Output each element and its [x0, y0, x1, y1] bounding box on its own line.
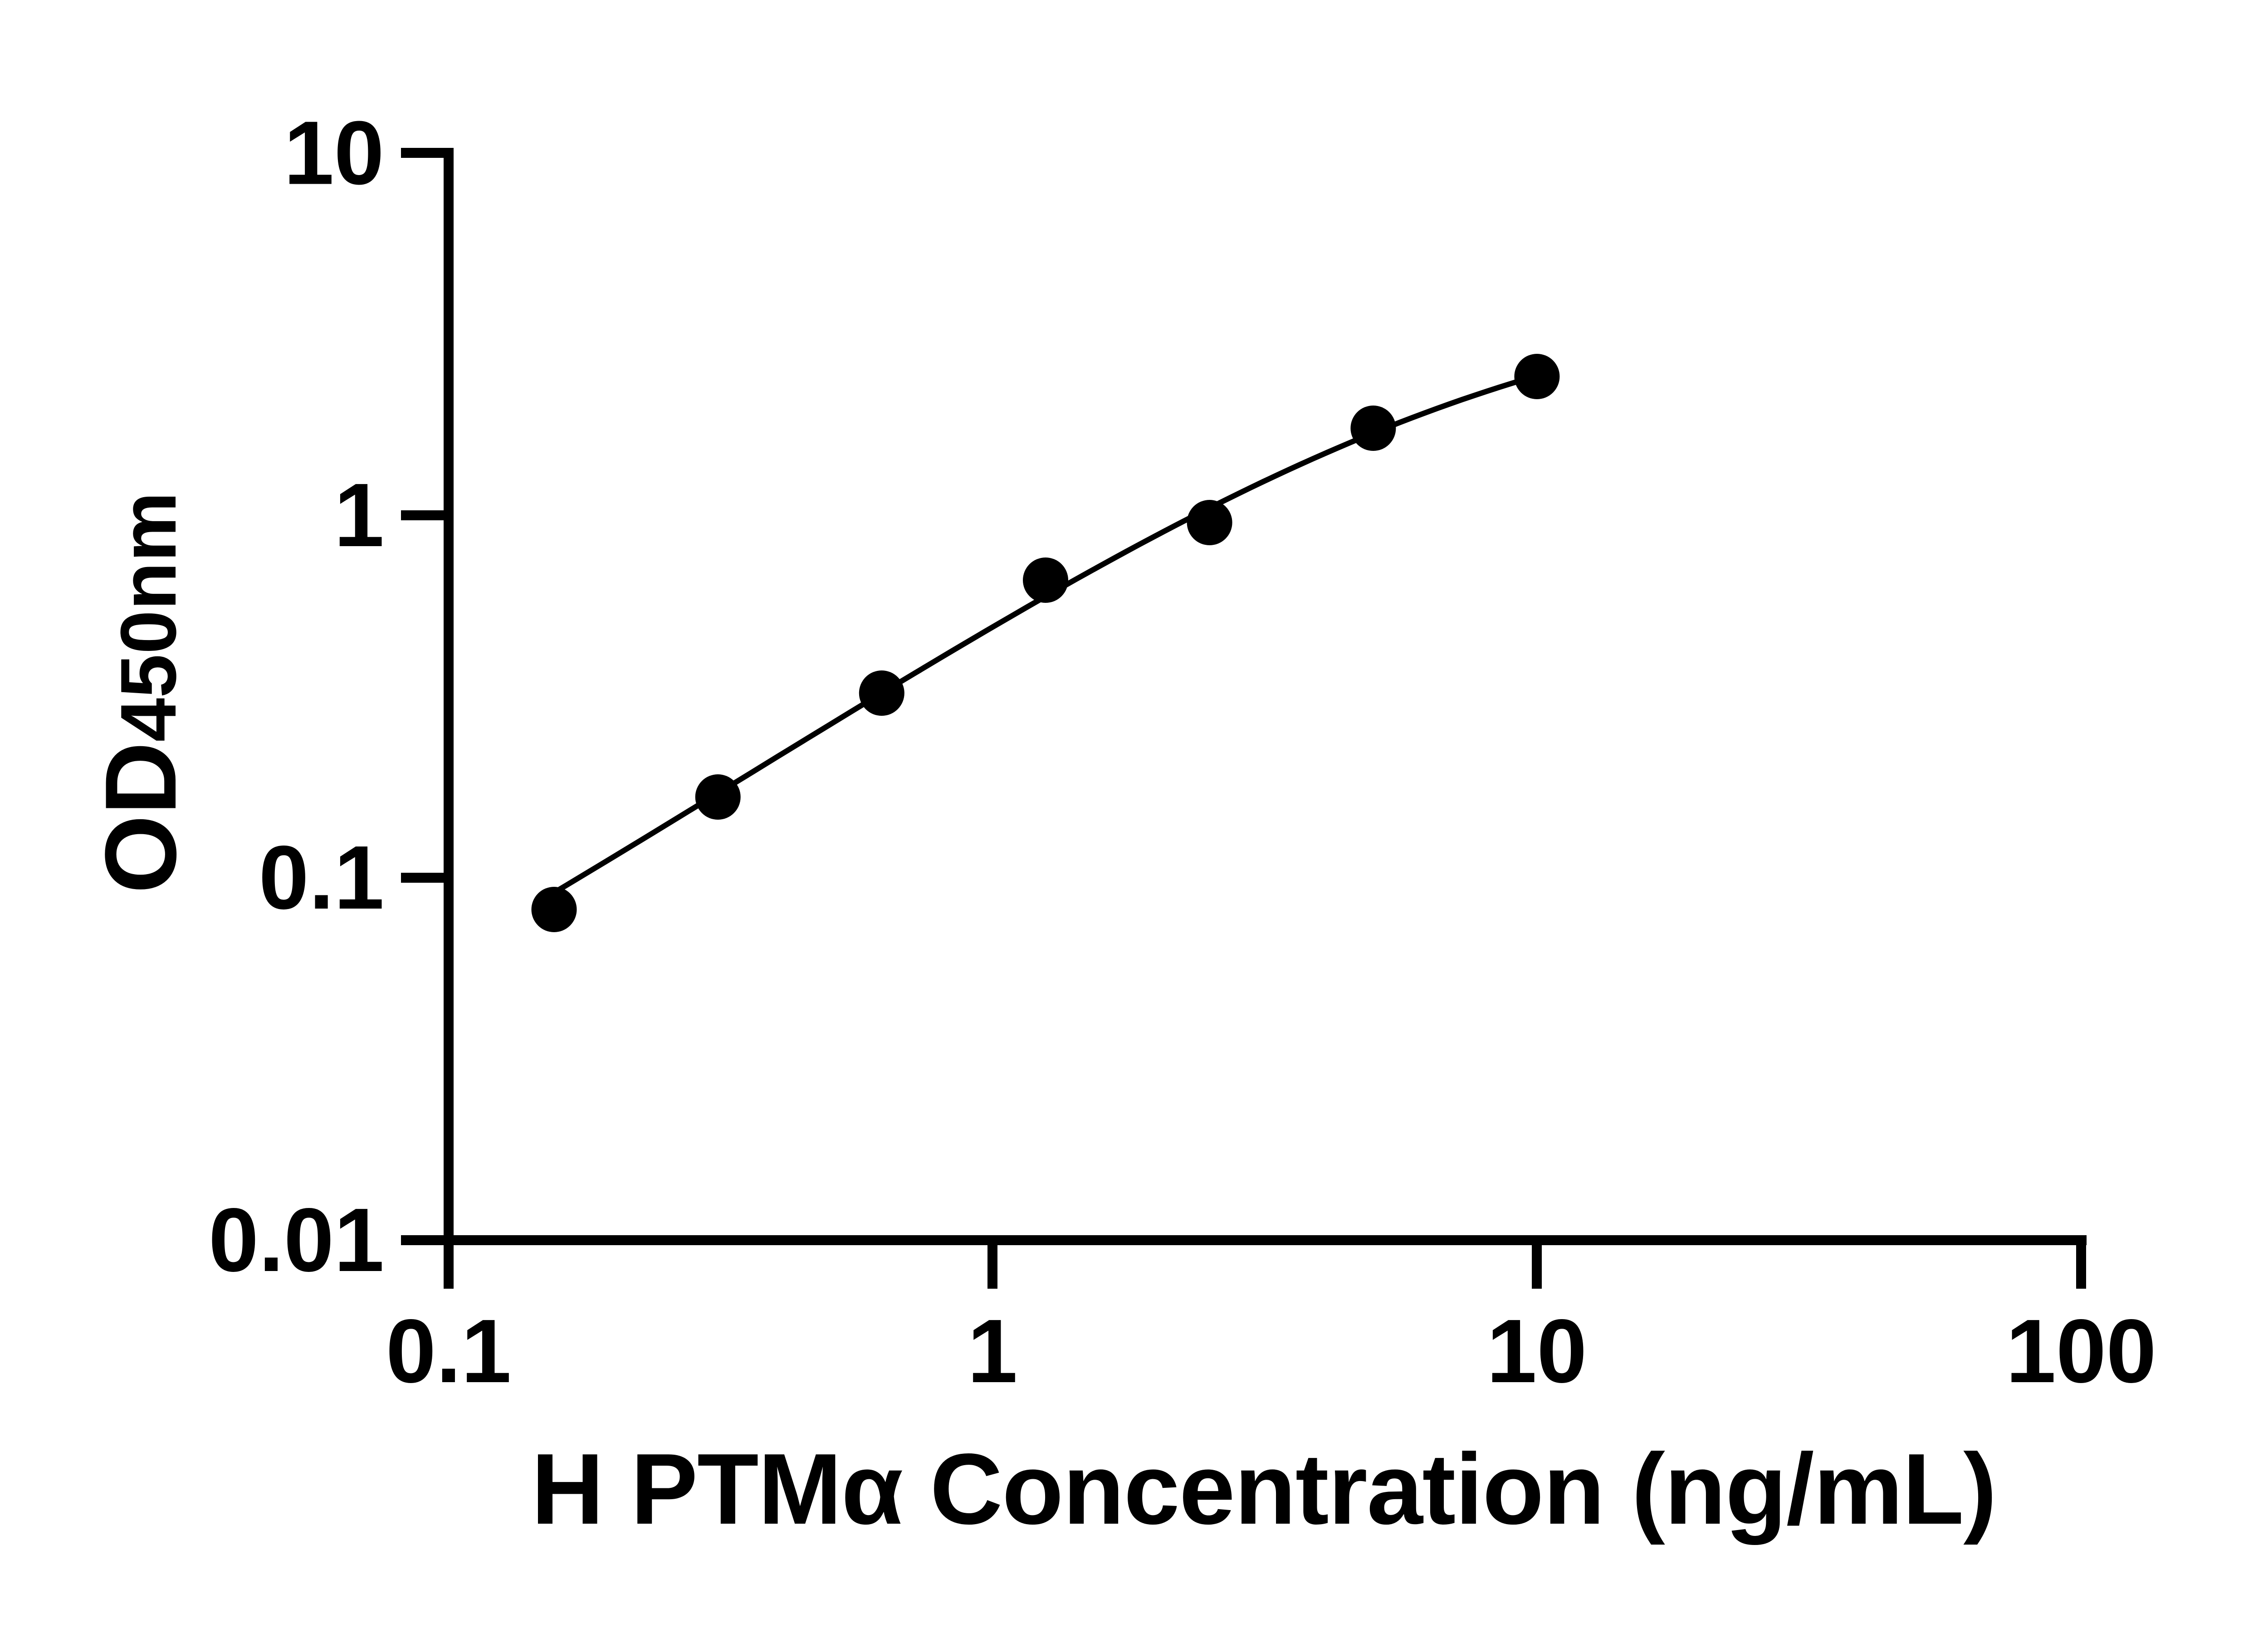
svg-text:1: 1 — [334, 465, 384, 566]
svg-text:H PTMα Concentration (ng/mL): H PTMα Concentration (ng/mL) — [531, 1433, 1996, 1545]
svg-text:0.01: 0.01 — [209, 1190, 384, 1291]
svg-text:10: 10 — [284, 103, 384, 204]
svg-text:0.1: 0.1 — [259, 827, 384, 928]
svg-text:10: 10 — [1486, 1301, 1587, 1402]
svg-text:OD450nm: OD450nm — [84, 492, 197, 894]
svg-text:0.1: 0.1 — [386, 1301, 512, 1402]
svg-text:100: 100 — [2006, 1301, 2156, 1402]
svg-text:1: 1 — [968, 1301, 1018, 1402]
